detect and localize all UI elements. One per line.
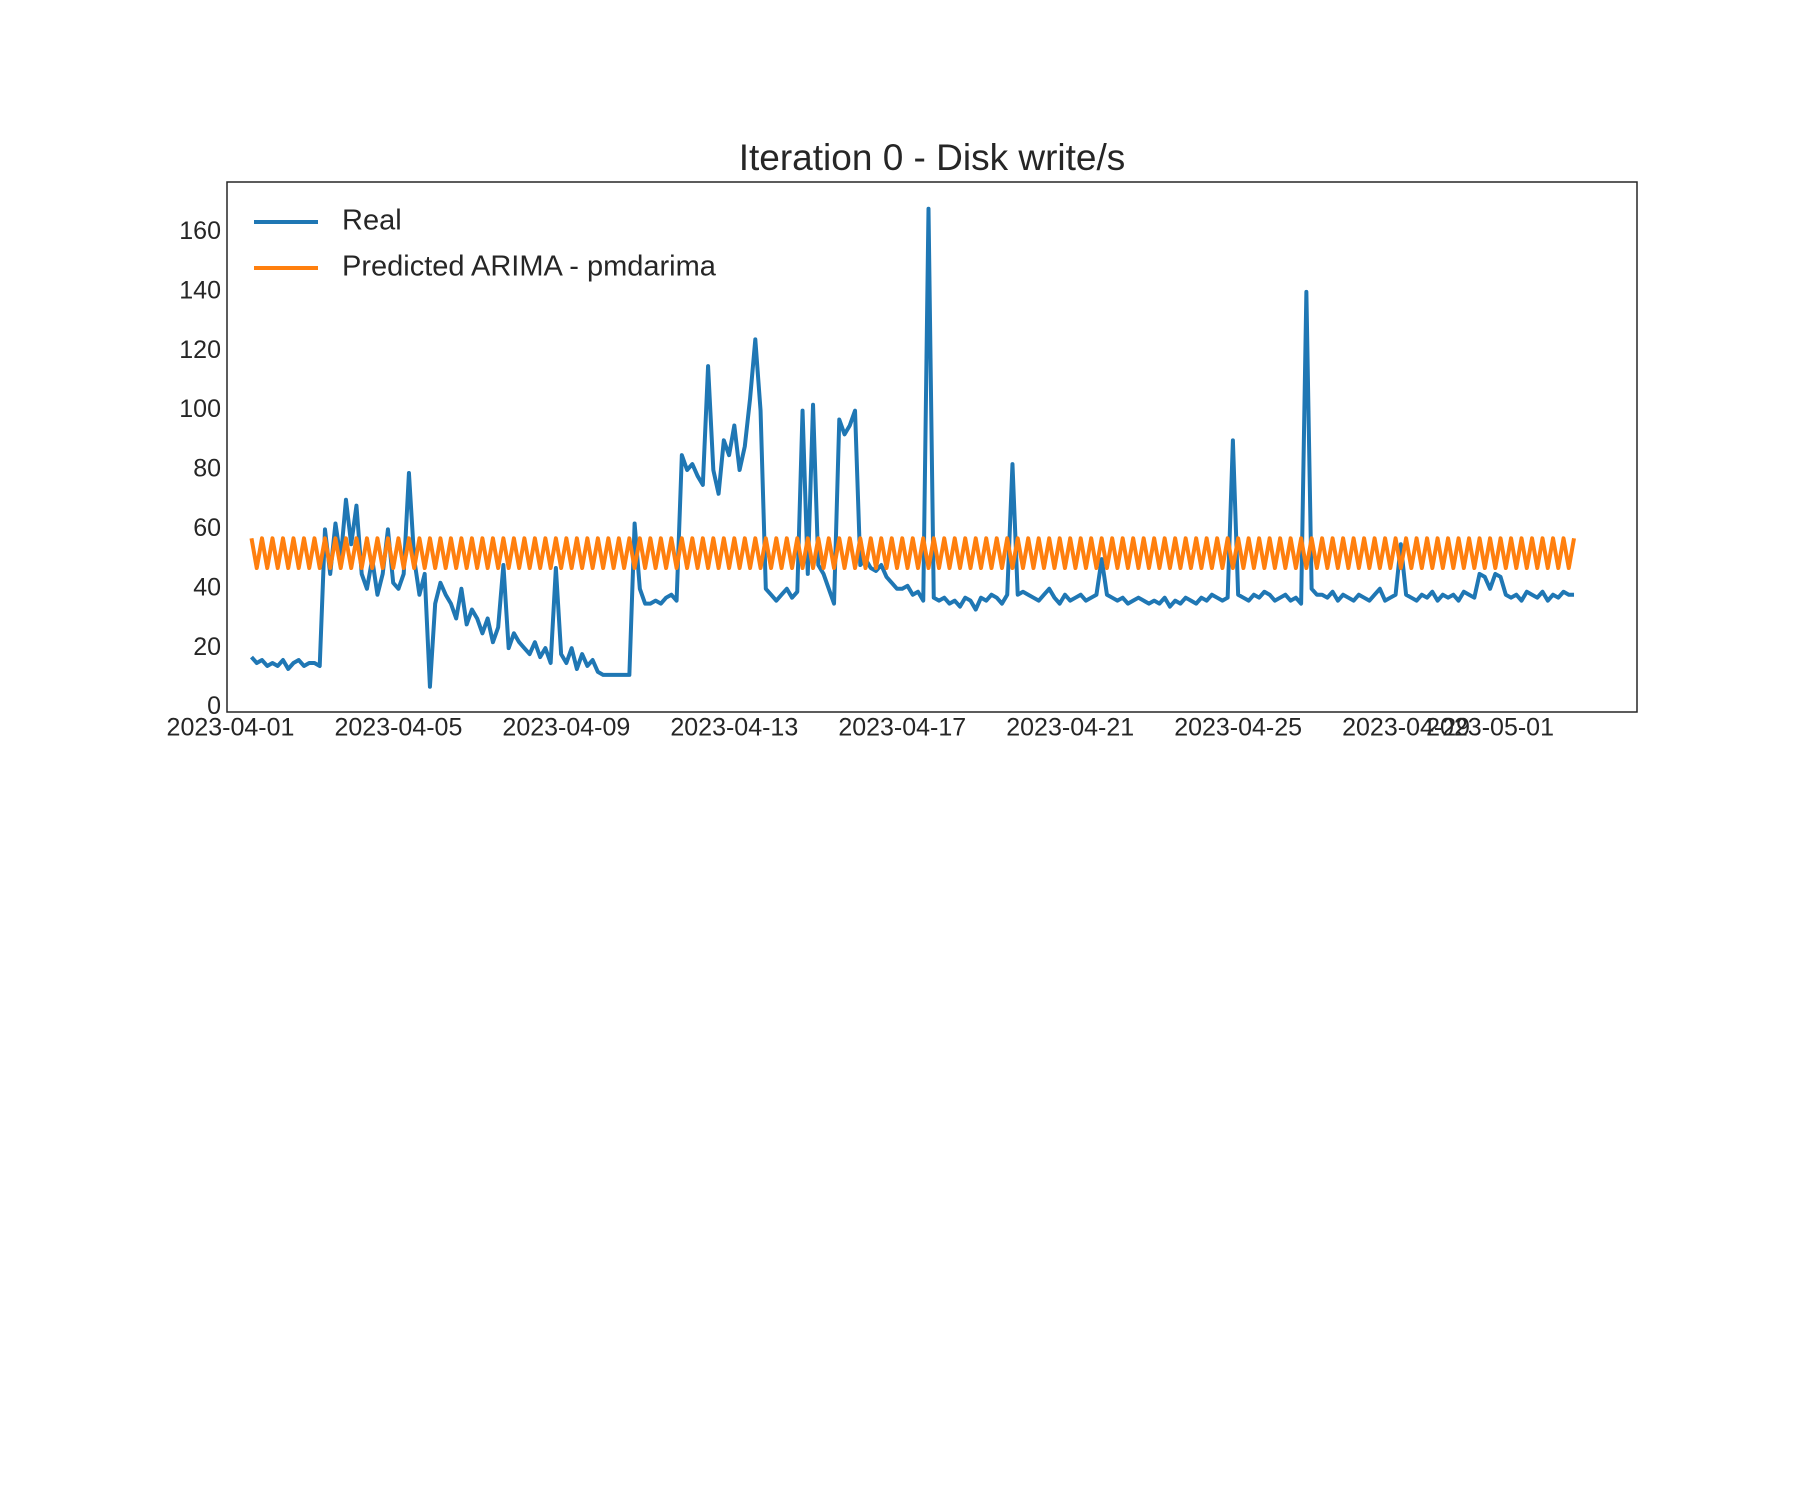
x-tick-label: 2023-05-01: [1426, 714, 1554, 742]
plot-frame: [226, 181, 1638, 713]
x-tick-label: 2023-04-09: [502, 714, 630, 742]
series-line: [249, 206, 1575, 689]
y-tick-label: 40: [193, 573, 221, 601]
y-tick-label: 20: [193, 633, 221, 661]
y-tick-label: 80: [193, 455, 221, 483]
x-tick-label: 2023-04-05: [334, 714, 462, 742]
legend: Real Predicted ARIMA - pmdarima: [254, 205, 717, 283]
y-tick-label: 160: [179, 217, 221, 245]
legend-label: Predicted ARIMA - pmdarima: [342, 251, 717, 283]
x-tick-label: 2023-04-25: [1174, 714, 1302, 742]
x-tick-label: 2023-04-13: [670, 714, 798, 742]
y-tick-label: 100: [179, 395, 221, 423]
chart-title: Iteration 0 - Disk write/s: [739, 137, 1126, 178]
y-tick-label: 120: [179, 336, 221, 364]
y-tick-label: 60: [193, 514, 221, 542]
series-line: [249, 536, 1576, 570]
x-tick-label: 2023-04-29: [1342, 714, 1470, 742]
legend-label: Real: [342, 205, 402, 237]
y-tick-label: 140: [179, 276, 221, 304]
x-tick-label: 2023-04-21: [1006, 714, 1134, 742]
y-tick-label: 0: [207, 692, 221, 720]
x-tick-label: 2023-04-01: [167, 714, 295, 742]
x-tick-label: 2023-04-17: [838, 714, 966, 742]
